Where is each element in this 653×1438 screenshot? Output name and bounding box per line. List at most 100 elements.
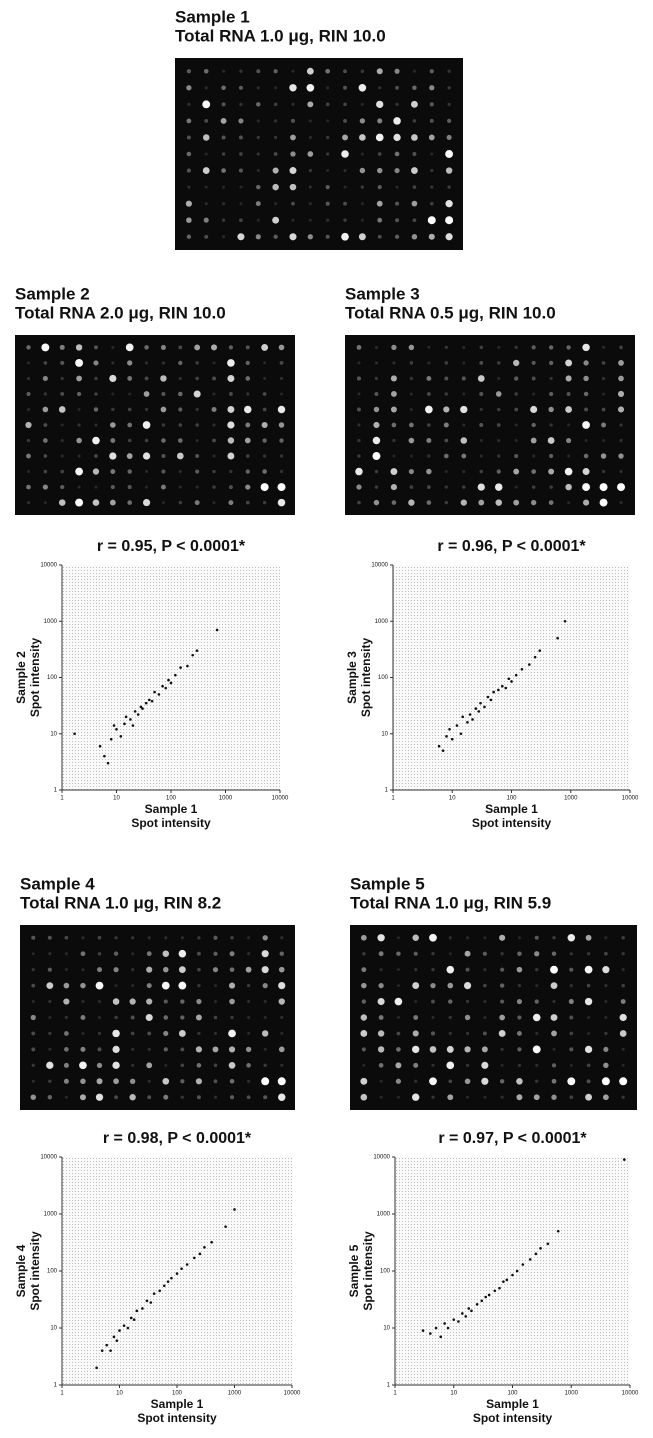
array-spot <box>604 1015 608 1020</box>
data-point <box>479 701 482 705</box>
x-tick-label: 10000 <box>622 1391 639 1397</box>
array-spot <box>58 406 66 413</box>
array-spot <box>341 150 349 158</box>
array-spot <box>26 453 31 459</box>
array-spot <box>619 501 623 505</box>
array-spot <box>146 1062 153 1069</box>
array-spot <box>532 392 536 396</box>
y-axis-label: Spot intensity <box>28 638 42 718</box>
array-spot <box>325 102 330 107</box>
array-spot <box>547 437 555 444</box>
array-spot <box>357 361 361 365</box>
array-spot <box>584 997 593 1006</box>
array-spot <box>357 423 361 427</box>
array-spot <box>617 406 625 413</box>
array-spot <box>26 391 31 397</box>
array-spot <box>245 345 250 350</box>
array-spot <box>212 438 216 443</box>
array-spot <box>247 999 251 1004</box>
y-tick-label: 100 <box>380 1269 391 1275</box>
array-spot <box>565 406 572 413</box>
array-spot <box>278 344 285 351</box>
data-point <box>157 693 161 696</box>
y-axis-label: Spot intensity <box>28 1231 42 1311</box>
array-spot <box>221 135 226 140</box>
array-spot <box>64 935 69 940</box>
array-spot <box>180 1015 185 1020</box>
array-spot <box>586 1079 591 1084</box>
data-point <box>224 1225 227 1228</box>
array-spot <box>357 438 361 443</box>
array-spot <box>255 234 261 240</box>
data-point <box>193 1256 196 1260</box>
array-spot <box>212 1046 219 1053</box>
array-spot <box>355 467 363 476</box>
array-spot <box>326 119 330 123</box>
array-spot <box>569 1015 574 1020</box>
data-point <box>191 653 194 657</box>
array-spot <box>377 167 383 174</box>
array-spot <box>551 1078 557 1084</box>
array-spot <box>26 345 31 350</box>
array-spot <box>479 361 484 365</box>
array-spot <box>601 469 606 474</box>
array-spot <box>567 454 571 458</box>
array-spot <box>109 374 117 383</box>
array-spot <box>178 345 183 350</box>
data-point <box>452 1318 456 1321</box>
array-spot <box>479 438 483 443</box>
array-spot <box>373 499 380 506</box>
array-spot <box>414 1000 418 1004</box>
array-spot <box>163 1030 169 1037</box>
array-spot <box>325 234 330 239</box>
array-spot <box>202 134 210 141</box>
data-point <box>166 1280 170 1283</box>
array-spot <box>308 135 312 139</box>
array-spot <box>464 1014 471 1021</box>
array-spot <box>582 421 590 429</box>
array-spot <box>256 135 260 140</box>
array-spot <box>289 233 297 241</box>
array-spot <box>229 982 236 989</box>
data-point <box>115 727 118 731</box>
array-spot <box>60 376 64 381</box>
array-spot <box>513 359 520 367</box>
array-spot <box>47 967 52 972</box>
array-spot <box>478 499 485 506</box>
array-spot <box>60 360 65 365</box>
array-spot <box>131 968 135 972</box>
y-tick-label: 100 <box>47 675 58 681</box>
y-axis-label: Sample 4 <box>14 1244 28 1297</box>
data-point <box>533 655 537 659</box>
array-spot <box>617 390 625 398</box>
array-spot <box>146 998 153 1005</box>
array-spot <box>290 118 295 123</box>
array-spot <box>548 360 554 366</box>
array-spot <box>197 967 201 972</box>
array-spot <box>535 967 539 972</box>
array-spot <box>180 1095 185 1099</box>
array-spot <box>412 69 416 73</box>
array-spot <box>261 950 269 958</box>
array-spot <box>94 376 98 381</box>
array-spot <box>278 966 285 973</box>
array-spot <box>145 1013 153 1022</box>
array-spot <box>549 453 554 459</box>
array-spot <box>60 392 65 396</box>
array-spot <box>112 1061 120 1070</box>
array-spot <box>262 438 267 443</box>
array-spot <box>513 499 520 506</box>
array-spot <box>76 437 82 444</box>
array-spot <box>391 422 397 428</box>
array-spot <box>495 499 502 506</box>
array-spot <box>602 1094 609 1101</box>
data-point <box>493 1289 497 1293</box>
array-spot <box>279 376 284 381</box>
array-spot <box>186 135 191 140</box>
array-spot <box>444 453 449 459</box>
array-spot <box>429 933 437 942</box>
array-spot <box>343 201 347 206</box>
data-point <box>180 1267 183 1270</box>
array-spot <box>513 468 520 475</box>
array-spot <box>445 216 454 225</box>
